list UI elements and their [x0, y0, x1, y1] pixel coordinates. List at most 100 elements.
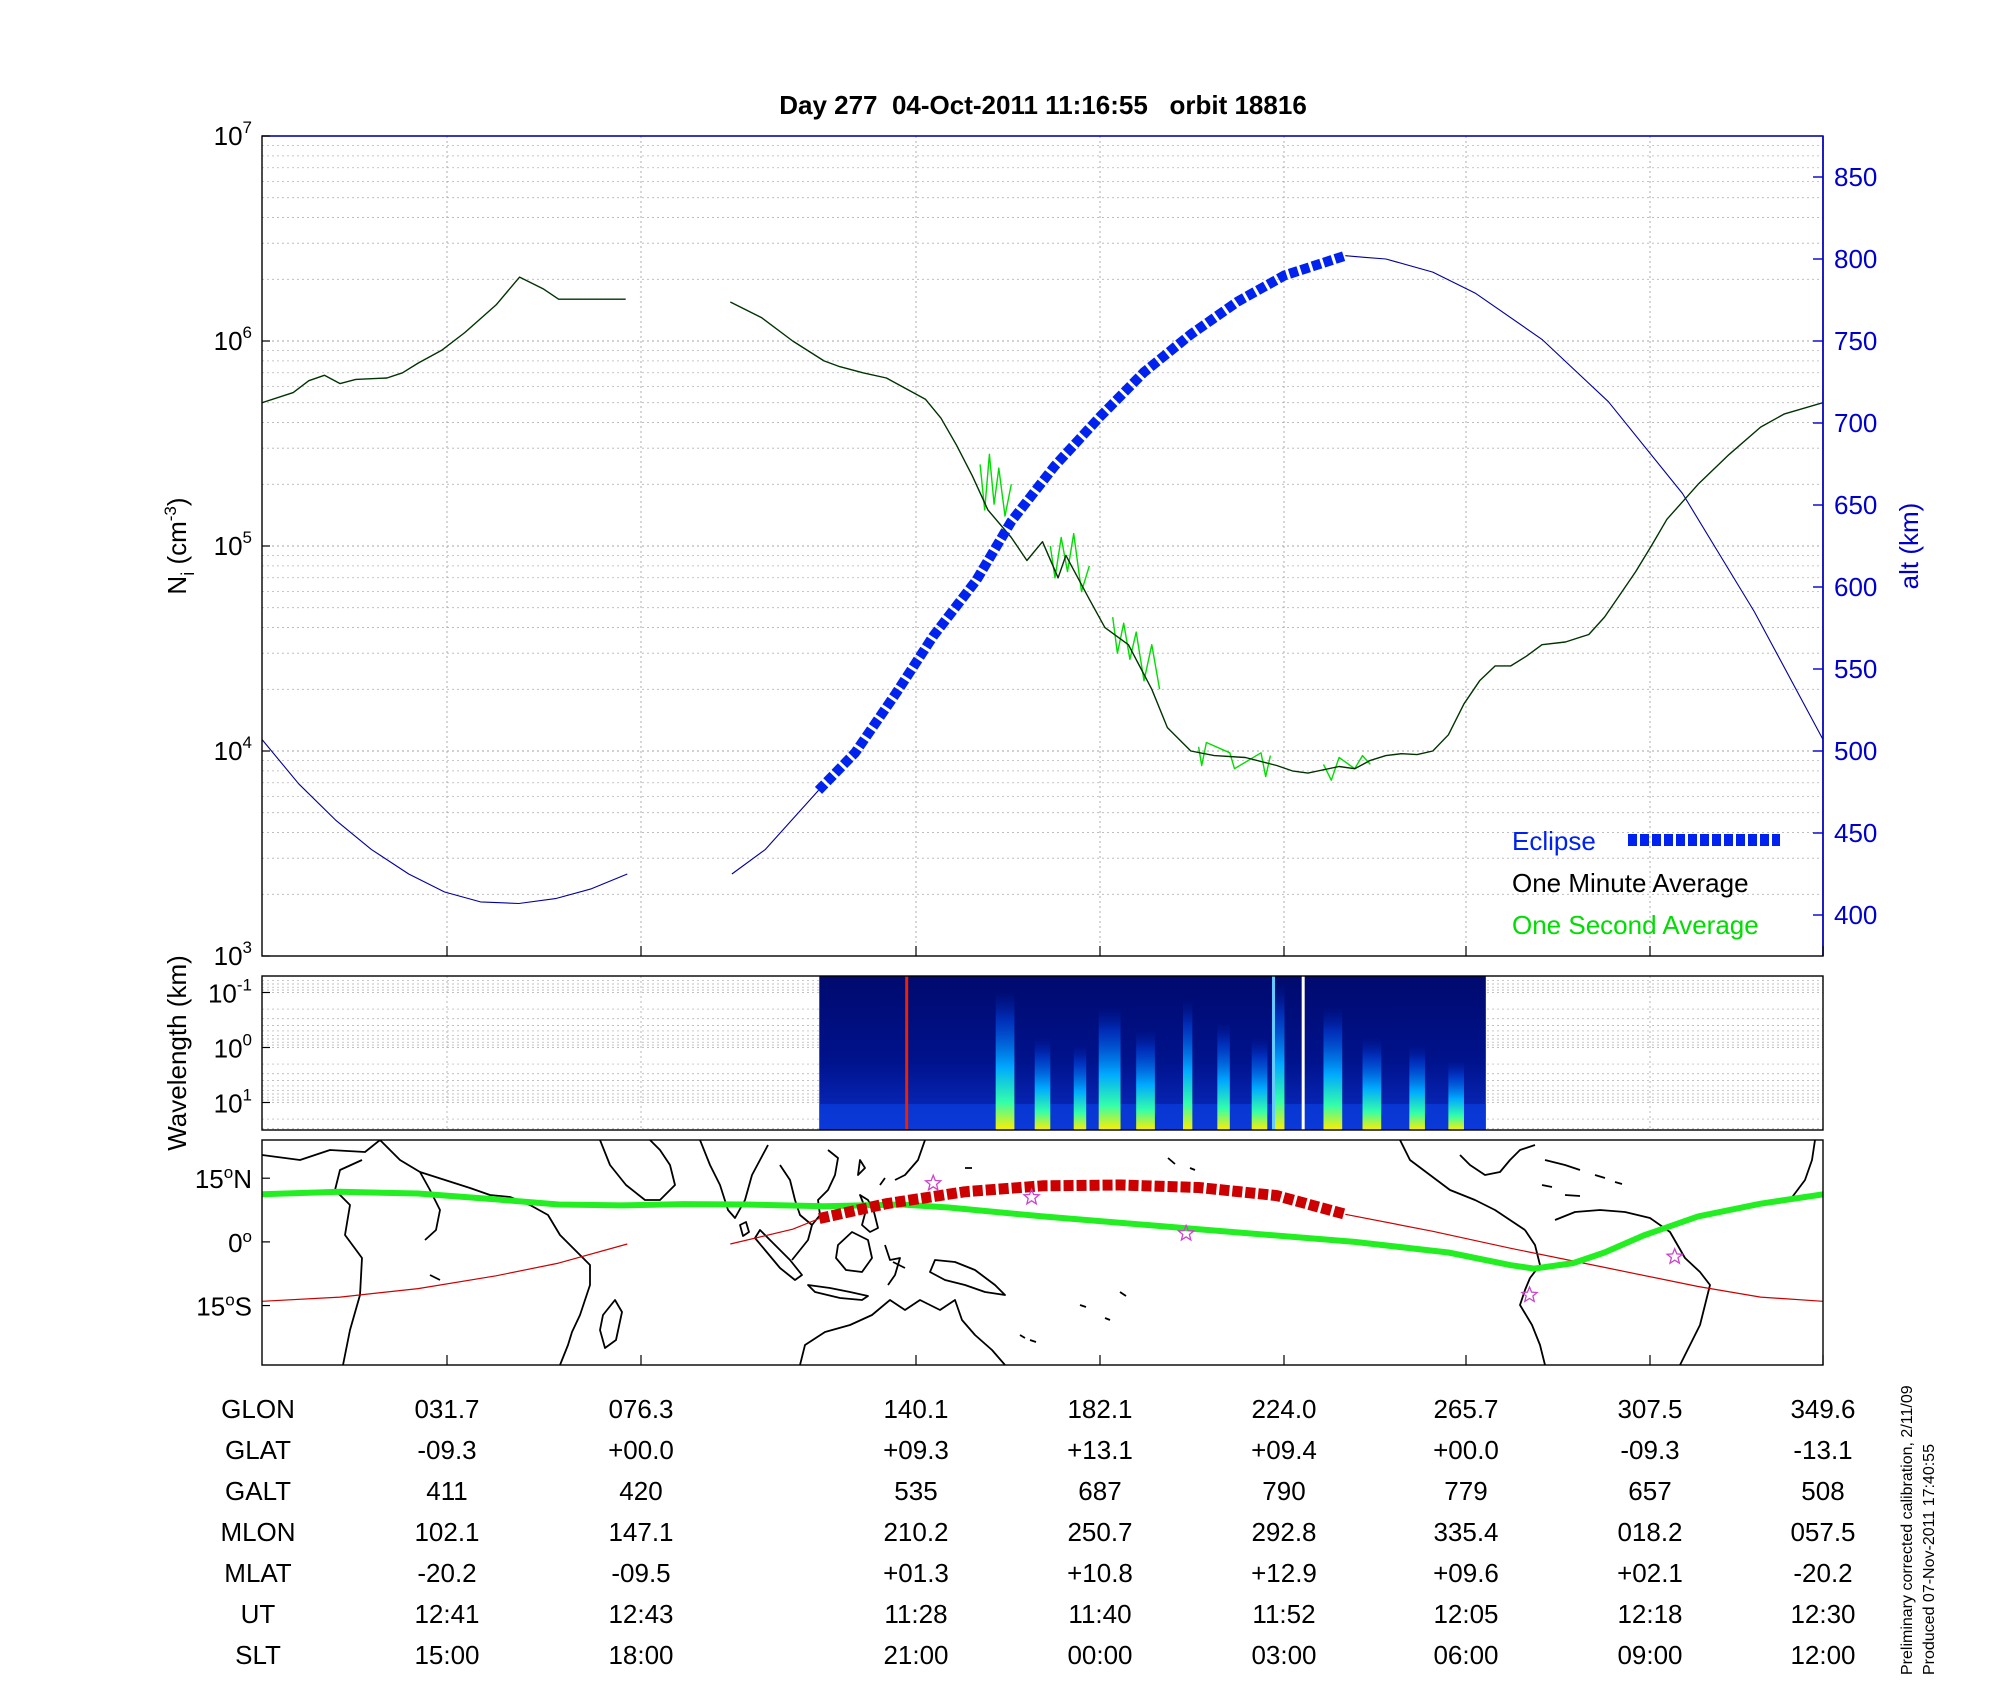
- southamerica-coast: [1519, 1209, 1711, 1365]
- y2-axis-label: alt (km): [1894, 503, 1924, 590]
- legend: Eclipse One Minute Average One Second Aver…: [1512, 826, 1780, 940]
- table-cell: 250.7: [1067, 1517, 1132, 1547]
- spectrogram-band: [1073, 1045, 1087, 1130]
- top-series: [262, 250, 1823, 905]
- table-cell: 076.3: [608, 1394, 673, 1424]
- footer-produced: Produced 07-Nov-2011 17:40:55: [1921, 1444, 1938, 1675]
- eclipse-track-line: [818, 1179, 1347, 1224]
- table-cell: 102.1: [414, 1517, 479, 1547]
- map-ticks: 15oN 0o 15oS: [195, 1163, 1824, 1365]
- table-cell: 210.2: [883, 1517, 948, 1547]
- y2-tick-label: 400: [1834, 900, 1877, 930]
- table-cell: -20.2: [1793, 1558, 1852, 1588]
- table-cell: +01.3: [883, 1558, 949, 1588]
- table-cell: -20.2: [417, 1558, 476, 1588]
- japan-coast: [879, 1140, 926, 1186]
- table-cell: 147.1: [608, 1517, 673, 1547]
- subsolar-star-marker: [1520, 1285, 1539, 1303]
- table-cell: 12:43: [608, 1599, 673, 1629]
- caribbean-coast: [1541, 1159, 1623, 1197]
- table-cell: +13.1: [1067, 1435, 1133, 1465]
- spec-y-tick-label: 100: [214, 1031, 252, 1064]
- ion-density-panel: 103 104 105 106 107 400 450 500 550 600 650 700 750 8…: [161, 118, 1924, 971]
- table-cell: 057.5: [1790, 1517, 1855, 1547]
- pacific-islands: [965, 1157, 1196, 1343]
- table-cell: 09:00: [1617, 1640, 1682, 1670]
- spec-y-tick-label: 101: [214, 1086, 252, 1119]
- spectrogram-band: [1136, 1029, 1155, 1130]
- table-cell: 11:28: [884, 1599, 947, 1629]
- table-cell: 11:40: [1068, 1599, 1131, 1629]
- orbit-track-line: [262, 1243, 628, 1302]
- table-cell: 182.1: [1067, 1394, 1132, 1424]
- table-cell: 12:05: [1433, 1599, 1498, 1629]
- table-cell: 18:00: [608, 1640, 673, 1670]
- subsolar-star-marker: [1665, 1246, 1684, 1265]
- map-y-tick-label: 15oN: [195, 1163, 252, 1194]
- spectrogram-image: [819, 976, 1486, 1130]
- spectrogram-band: [1251, 1037, 1268, 1130]
- top-ticks: 103 104 105 106 107 400 450 500 550 600 650 700 750 8…: [161, 118, 1924, 971]
- map-panel: 15oN 0o 15oS: [195, 1139, 1824, 1366]
- y2-tick-label: 650: [1834, 490, 1877, 520]
- spec-axes-frame: [261, 975, 1824, 1131]
- spectrogram-band: [995, 991, 1015, 1130]
- table-cell: 00:00: [1067, 1640, 1132, 1670]
- y2-tick-label: 500: [1834, 736, 1877, 766]
- table-cell: 224.0: [1251, 1394, 1316, 1424]
- taiwan-coast: [857, 1159, 866, 1176]
- altitude-line: [262, 739, 628, 905]
- madagascar-coast: [599, 1299, 623, 1349]
- map-axes-frame: [261, 1139, 1824, 1366]
- table-cell: +00.0: [608, 1435, 674, 1465]
- spectrogram-band: [1034, 1037, 1051, 1130]
- spectrogram-band: [1098, 1006, 1121, 1130]
- table-cell: 790: [1262, 1476, 1305, 1506]
- table-cell: -09.3: [417, 1435, 476, 1465]
- subsolar-star-marker: [1176, 1223, 1196, 1242]
- table-cell: 307.5: [1617, 1394, 1682, 1424]
- table-cell: 779: [1444, 1476, 1487, 1506]
- one-second-average-line: [1049, 532, 1090, 593]
- table-cell: 411: [426, 1476, 467, 1506]
- y2-tick-label: 600: [1834, 572, 1877, 602]
- footer: Preliminary corrected calibration, 2/11/…: [1899, 1385, 1938, 1675]
- table-cell: 349.6: [1790, 1394, 1855, 1424]
- newguinea-coast: [929, 1259, 1006, 1296]
- legend-entry-label: One Minute Average: [1512, 868, 1749, 898]
- map-y-tick-label: 0o: [228, 1227, 252, 1258]
- orbit-table: GLON GLAT GALT MLON MLAT UT SLT 031.7 -09.3 411 10…: [220, 1394, 1855, 1670]
- table-cell: 335.4: [1433, 1517, 1498, 1547]
- one-minute-average-line: [729, 301, 1823, 774]
- spectrogram-band: [1323, 1006, 1343, 1130]
- spec-ticks: 10-1 100 101 Wavelength (km): [162, 955, 270, 1151]
- table-row-label: MLAT: [224, 1558, 292, 1588]
- table-row-label: GLON: [221, 1394, 295, 1424]
- y2-tick-label: 700: [1834, 408, 1877, 438]
- magnetic-equator-line: [262, 1188, 1823, 1272]
- table-cell: +12.9: [1251, 1558, 1317, 1588]
- table-cell: 535: [894, 1476, 937, 1506]
- coastlines: [262, 1140, 1816, 1365]
- orbit-track-line: [1345, 1213, 1823, 1302]
- subsolar-star-marker: [1022, 1187, 1041, 1206]
- y2-tick-label: 550: [1834, 654, 1877, 684]
- y2-tick-label: 800: [1834, 244, 1877, 274]
- y2-tick-label: 450: [1834, 818, 1877, 848]
- spectrogram-band: [1182, 999, 1193, 1130]
- legend-entry-label: One Second Average: [1512, 910, 1759, 940]
- spectrogram-line: [1272, 976, 1276, 1130]
- table-cell: +00.0: [1433, 1435, 1499, 1465]
- one-minute-average-line: [262, 276, 626, 404]
- table-cell: 12:00: [1790, 1640, 1855, 1670]
- y-tick-label: 103: [214, 938, 252, 971]
- table-cell: 140.1: [883, 1394, 948, 1424]
- subsolar-star-marker: [923, 1173, 943, 1192]
- table-cell: 657: [1628, 1476, 1671, 1506]
- spec-y-tick-label: 10-1: [208, 976, 252, 1009]
- altitude-line: [731, 790, 819, 875]
- spectrogram-band: [1362, 1037, 1382, 1130]
- table-cell: 03:00: [1251, 1640, 1316, 1670]
- map-series: [262, 1173, 1823, 1303]
